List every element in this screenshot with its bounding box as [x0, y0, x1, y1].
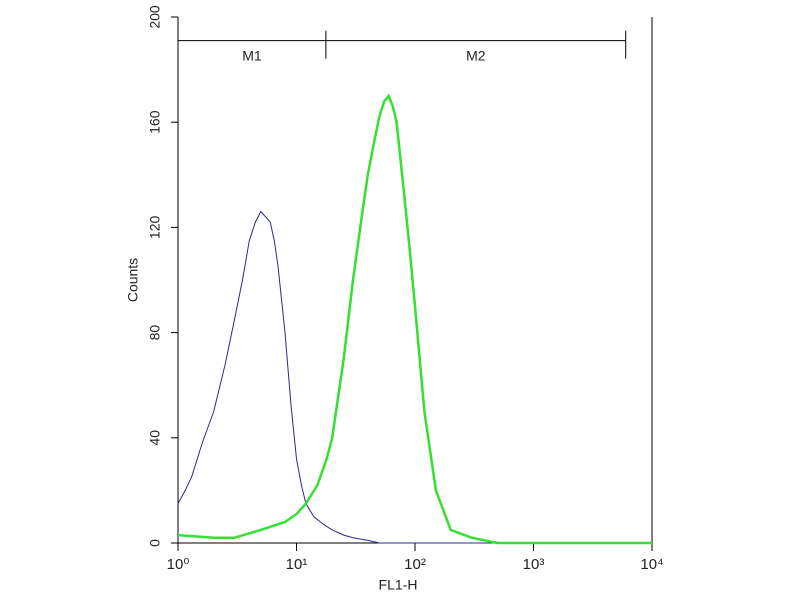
- y-tick-label: 160: [147, 110, 163, 134]
- x-tick-label: 10⁴: [640, 556, 663, 573]
- histogram-line: [177, 210, 652, 544]
- x-axis-label: FL1-H: [379, 577, 418, 593]
- y-tick-label: 200: [147, 5, 163, 29]
- marker-label: M2: [466, 47, 486, 63]
- x-tick-label: 10³: [523, 556, 545, 573]
- x-tick-label: 10¹: [286, 556, 308, 573]
- y-tick-label: 40: [147, 430, 163, 446]
- y-tick-label: 0: [147, 539, 163, 547]
- y-tick-label: 80: [147, 325, 163, 341]
- histogram-line: [177, 93, 652, 545]
- x-tick-label: 10⁰: [167, 556, 190, 573]
- x-tick-label: 10²: [404, 556, 426, 573]
- y-axis-label: Counts: [125, 258, 141, 302]
- marker-label: M1: [242, 47, 262, 63]
- y-tick-label: 120: [147, 216, 163, 240]
